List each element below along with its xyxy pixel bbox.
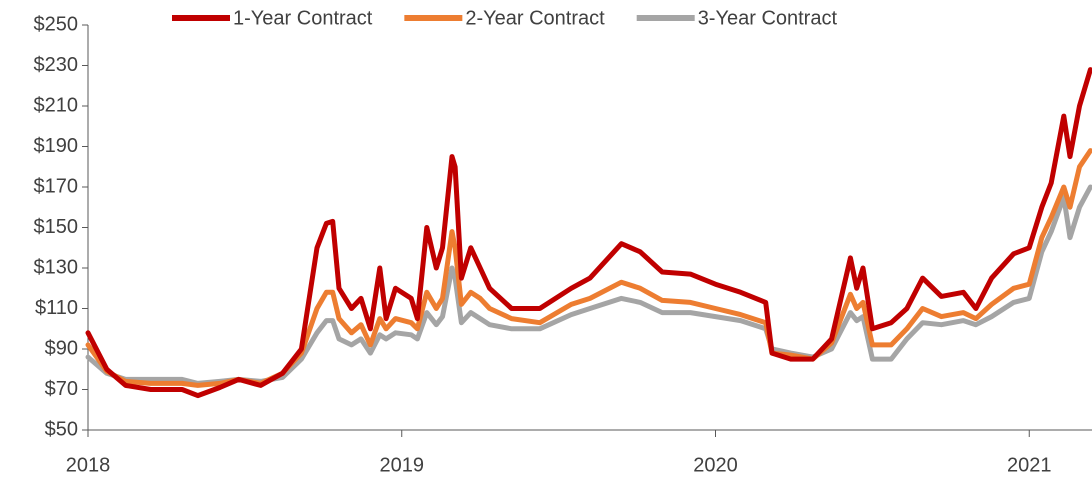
y-tick-label: $250	[34, 13, 79, 35]
y-tick-label: $210	[34, 94, 79, 116]
x-tick-label: 2020	[693, 454, 738, 476]
y-tick-label: $130	[34, 256, 79, 278]
series-line	[85, 184, 1092, 386]
y-tick-label: $170	[34, 175, 79, 197]
y-tick-label: $110	[35, 297, 78, 319]
x-tick-label: 2021	[1007, 454, 1052, 476]
x-tick-label: 2019	[380, 454, 425, 476]
legend-label: 3-Year Contract	[698, 7, 838, 29]
x-tick-label: 2018	[66, 454, 111, 476]
y-tick-label: $230	[34, 54, 79, 76]
y-tick-label: $190	[34, 135, 79, 157]
y-tick-label: $90	[45, 337, 78, 359]
series-line	[85, 67, 1092, 399]
legend-label: 2-Year Contract	[465, 7, 605, 29]
y-tick-label: $150	[34, 216, 79, 238]
series-line	[85, 148, 1092, 388]
legend-label: 1-Year Contract	[233, 7, 373, 29]
y-tick-label: $70	[45, 378, 78, 400]
y-tick-label: $50	[45, 418, 78, 440]
